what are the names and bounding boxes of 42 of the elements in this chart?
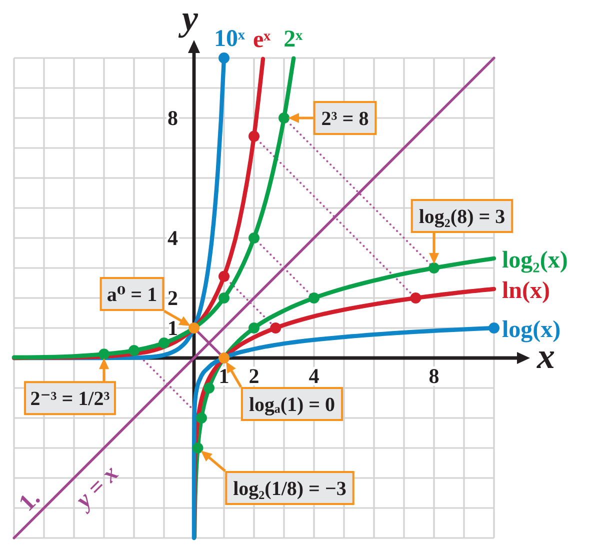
x-tick-label: 4	[308, 364, 320, 388]
series-label: eˣ	[253, 26, 271, 53]
y-tick-label: 8	[168, 106, 178, 130]
point	[278, 112, 290, 124]
annotation: log₂(8) = 3	[418, 206, 506, 228]
annotation: 2³ = 8	[321, 108, 369, 130]
annotation: 2⁻³ = 1/2³	[30, 388, 110, 410]
x-tick-label: 8	[428, 364, 440, 388]
point	[218, 352, 230, 364]
annotation: logₐ(1) = 0	[248, 394, 336, 416]
annotation: log₂(1/8) = −3	[233, 478, 346, 500]
point	[128, 345, 140, 356]
series-label: 10ˣ	[214, 26, 245, 52]
point	[98, 348, 110, 360]
y-tick-label: 2	[168, 286, 178, 310]
series-label: 2ˣ	[284, 26, 303, 52]
point	[488, 322, 500, 334]
point	[192, 442, 204, 454]
annotation: a⁰ = 1	[106, 284, 158, 306]
point	[158, 338, 170, 348]
point	[218, 292, 230, 304]
point	[188, 322, 200, 334]
x-tick-label: 1	[218, 364, 230, 388]
point	[428, 262, 440, 274]
point	[308, 292, 320, 304]
x-tick-label: 2	[248, 364, 260, 388]
point	[218, 52, 230, 64]
point	[410, 292, 422, 304]
y-axis-title: y	[178, 0, 200, 38]
series-label: log₂(x)	[502, 247, 568, 274]
text: y = x	[69, 460, 124, 516]
series-label: ln(x)	[502, 278, 550, 304]
point	[204, 382, 214, 394]
point	[248, 130, 260, 142]
point	[196, 412, 207, 424]
point	[248, 322, 260, 334]
annotation: 1.	[14, 485, 46, 517]
point	[270, 322, 282, 334]
y-tick-label: 1	[168, 316, 178, 340]
y-tick-label: 4	[168, 226, 178, 250]
point	[218, 270, 230, 282]
point	[248, 232, 260, 244]
